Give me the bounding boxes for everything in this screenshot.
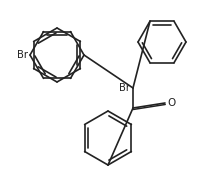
Text: O: O xyxy=(167,98,175,108)
Text: Br: Br xyxy=(17,50,28,60)
Text: Br: Br xyxy=(119,83,130,93)
